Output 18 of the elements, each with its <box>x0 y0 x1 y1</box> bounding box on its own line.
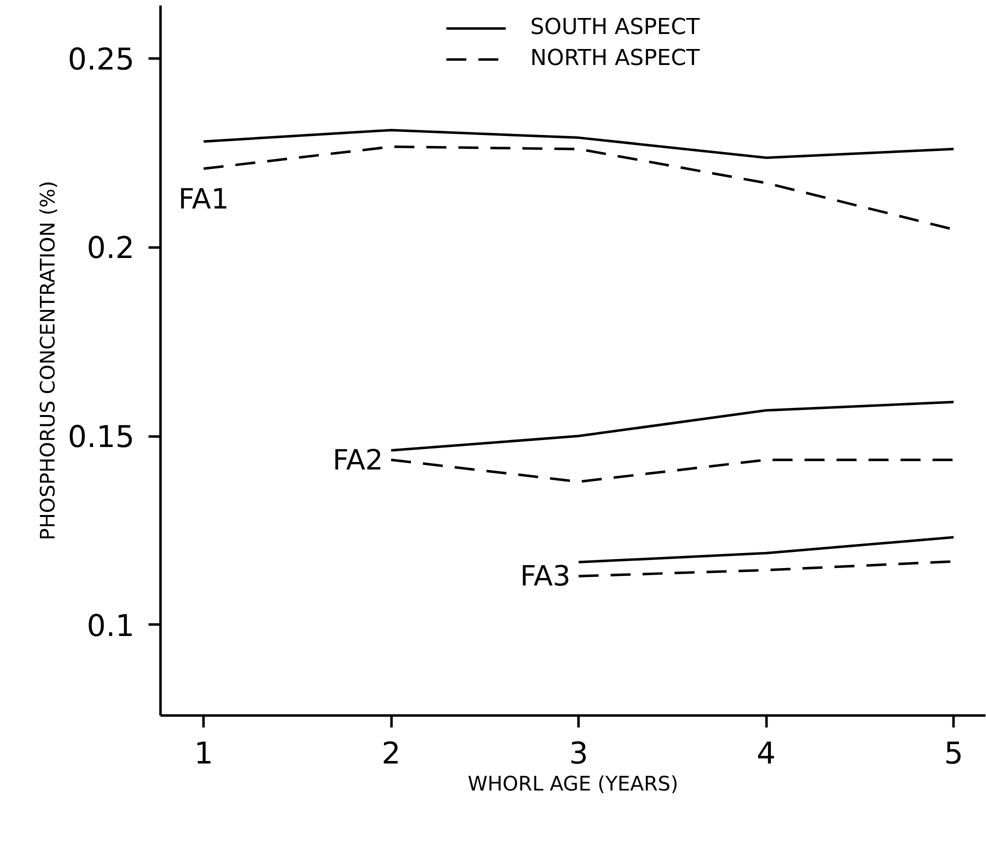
annotation: FA1 <box>178 182 229 216</box>
x-tick-label: 2 <box>382 736 401 772</box>
annotation: FA3 <box>520 560 571 593</box>
y-tick-label: 0.15 <box>68 420 134 456</box>
x-tick-label: 4 <box>756 736 776 772</box>
x-tick-label: 3 <box>569 736 588 772</box>
y-tick-label: 0.25 <box>68 42 134 78</box>
line-series <box>390 400 955 452</box>
x-axis-title: WHORL AGE (YEARS) <box>468 772 678 796</box>
legend-label: SOUTH ASPECT <box>530 15 700 40</box>
legend-label: NORTH ASPECT <box>530 46 700 71</box>
x-tick-label: 5 <box>944 736 964 772</box>
y-axis-title: PHOSPHORUS CONCENTRATION (%) <box>36 180 60 540</box>
y-tick-label: 0.1 <box>86 608 135 644</box>
annotation: FA2 <box>332 443 384 476</box>
x-tick-label: 1 <box>194 736 214 772</box>
line-series <box>202 128 955 159</box>
y-tick-label: 0.2 <box>86 231 135 266</box>
